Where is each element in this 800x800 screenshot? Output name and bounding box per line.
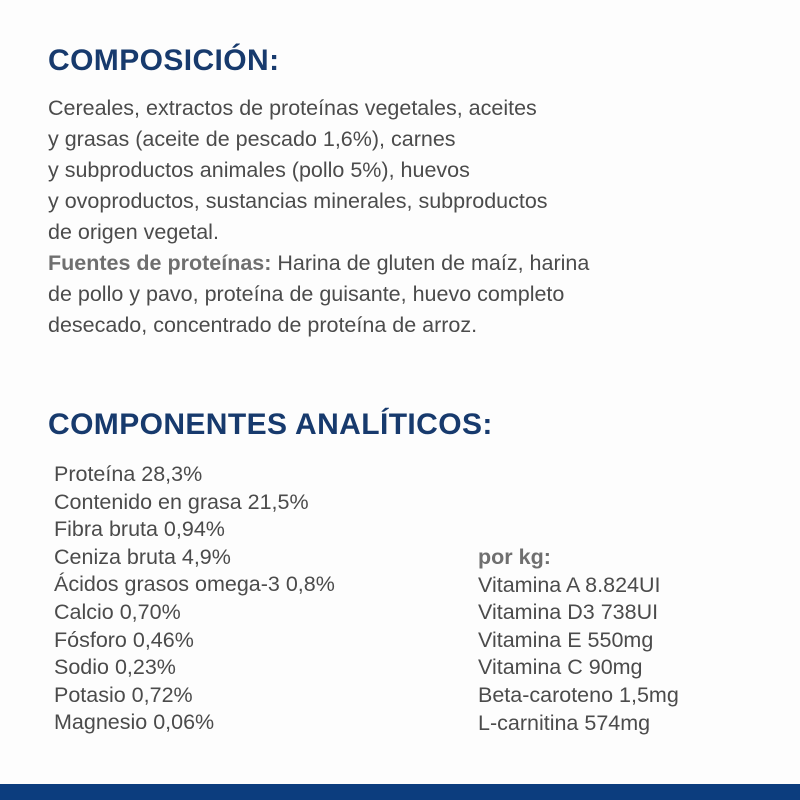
analytical-components-heading: COMPONENTES ANALÍTICOS: xyxy=(48,408,493,441)
vitamin-row: Vitamina A 8.824UI xyxy=(478,572,661,597)
nutrient-row: Contenido en grasa 21,5% xyxy=(54,489,309,514)
analytics-left-column: Proteína 28,3% Contenido en grasa 21,5% … xyxy=(54,461,474,737)
analytics-columns: Proteína 28,3% Contenido en grasa 21,5% … xyxy=(48,461,760,761)
nutrient-row: Fósforo 0,46% xyxy=(54,627,194,652)
ingredients-line: y ovoproductos, sustancias minerales, su… xyxy=(48,189,548,213)
vitamin-row: Vitamina D3 738UI xyxy=(478,600,659,625)
vitamin-row: Vitamina C 90mg xyxy=(478,655,643,680)
nutrient-row: Magnesio 0,06% xyxy=(54,710,215,735)
vitamin-row: Beta-caroteno 1,5mg xyxy=(478,682,679,707)
protein-sources-label: Fuentes de proteínas: xyxy=(48,251,272,275)
nutrient-row: Calcio 0,70% xyxy=(54,599,181,624)
bottom-accent-bar xyxy=(0,784,800,800)
nutrient-row: Proteína 28,3% xyxy=(54,462,203,486)
nutrient-row: Fibra bruta 0,94% xyxy=(54,517,225,542)
ingredients-line: Cereales, extractos de proteínas vegetal… xyxy=(48,96,537,120)
ingredients-line: y grasas (aceite de pescado 1,6%), carne… xyxy=(48,127,456,151)
ingredients-line: de origen vegetal. xyxy=(48,220,219,244)
per-kg-label: por kg: xyxy=(478,545,551,569)
ingredients-paragraph: Cereales, extractos de proteínas vegetal… xyxy=(48,93,760,248)
composition-heading: COMPOSICIÓN: xyxy=(48,44,280,77)
analytics-right-column: por kg: Vitamina A 8.824UI Vitamina D3 7… xyxy=(478,544,800,737)
protein-sources-first-line: Fuentes de proteínas: Harina de gluten d… xyxy=(48,248,760,279)
composition-section: COMPOSICIÓN: Cereales, extractos de prot… xyxy=(48,44,760,341)
protein-sources-line: desecado, concentrado de proteína de arr… xyxy=(48,313,478,337)
nutrient-row: Ácidos grasos omega-3 0,8% xyxy=(54,572,335,597)
ingredients-line: y subproductos animales (pollo 5%), huev… xyxy=(48,158,470,182)
nutrient-row: Potasio 0,72% xyxy=(54,682,193,707)
protein-sources-line: de pollo y pavo, proteína de guisante, h… xyxy=(48,282,565,306)
protein-sources-text: Harina de gluten de maíz, harina xyxy=(271,251,590,275)
vitamin-row: Vitamina E 550mg xyxy=(478,627,654,652)
analytical-components-section: COMPONENTES ANALÍTICOS: Proteína 28,3% C… xyxy=(48,408,760,761)
nutrient-row: Sodio 0,23% xyxy=(54,655,176,680)
nutrient-row: Ceniza bruta 4,9% xyxy=(54,544,231,569)
protein-sources-paragraph: Fuentes de proteínas: Harina de gluten d… xyxy=(48,248,760,341)
vitamin-row: L-carnitina 574mg xyxy=(478,710,651,735)
